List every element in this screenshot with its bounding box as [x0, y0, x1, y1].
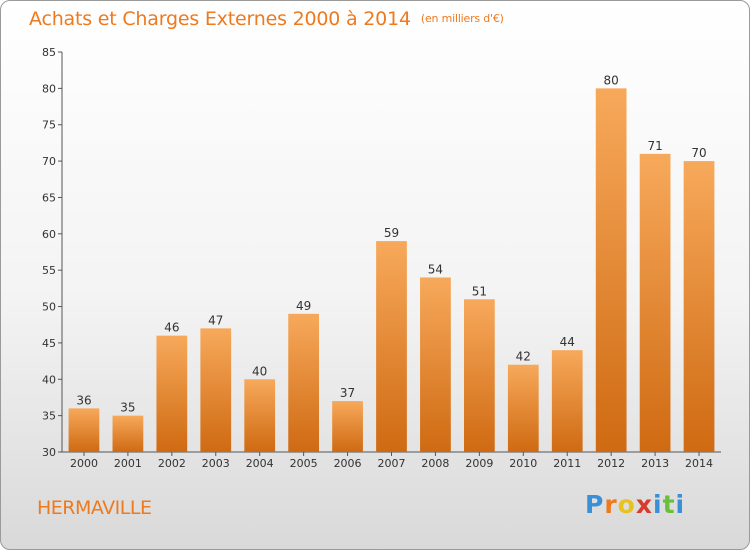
chart-title: Achats et Charges Externes 2000 à 2014 (e… — [29, 8, 504, 30]
x-tick-label: 2010 — [509, 457, 537, 470]
y-tick-label: 60 — [42, 228, 56, 241]
y-tick-label: 55 — [42, 264, 56, 277]
bar-2000 — [68, 408, 100, 452]
data-label: 54 — [428, 262, 443, 276]
bar-2007 — [376, 241, 407, 452]
bar-2005 — [288, 313, 320, 452]
chart-title-text: Achats et Charges Externes 2000 à 2014 — [29, 8, 411, 30]
bar-2013 — [639, 153, 671, 452]
y-tick-label: 75 — [42, 119, 56, 132]
x-tick-label: 2014 — [685, 457, 713, 470]
x-tick-label: 2001 — [114, 457, 142, 470]
y-tick-label: 50 — [42, 301, 56, 314]
logo-letter: i — [675, 490, 686, 519]
data-label: 70 — [691, 146, 706, 160]
data-label: 71 — [647, 139, 662, 153]
x-tick-label: 2008 — [421, 457, 449, 470]
bar-2014 — [683, 161, 715, 452]
data-label: 37 — [340, 386, 355, 400]
data-label: 46 — [164, 321, 179, 335]
data-label: 35 — [120, 401, 135, 415]
chart-subtitle: (en milliers d'€) — [420, 12, 504, 25]
bar-2012 — [595, 88, 627, 452]
data-label: 40 — [252, 364, 267, 378]
logo-letter: P — [585, 490, 605, 519]
data-label: 44 — [560, 335, 575, 349]
logo-letter: r — [604, 490, 618, 519]
bar-2008 — [420, 277, 451, 452]
logo-letter: x — [635, 490, 653, 519]
chart-labels: 2000 36 2001 35 2002 46 2003 47 2004 40 2005 49 2006… — [70, 73, 713, 470]
bar-2009 — [463, 299, 495, 452]
x-tick-label: 2000 — [70, 457, 98, 470]
bar-2011 — [551, 350, 583, 452]
x-tick-label: 2002 — [158, 457, 186, 470]
y-tick-label: 30 — [42, 446, 56, 459]
y-tick-label: 85 — [42, 46, 56, 59]
y-tick-label: 70 — [42, 155, 56, 168]
y-tick-label: 35 — [42, 410, 56, 423]
proxiti-logo: Proxiti — [585, 490, 685, 519]
x-tick-label: 2011 — [553, 457, 581, 470]
data-label: 36 — [76, 393, 91, 407]
data-label: 80 — [604, 73, 619, 87]
x-tick-label: 2013 — [641, 457, 669, 470]
bar-2001 — [112, 415, 144, 452]
bar-2006 — [332, 401, 363, 452]
x-tick-label: 2009 — [465, 457, 493, 470]
data-label: 49 — [296, 299, 311, 313]
data-label: 42 — [516, 350, 531, 364]
x-tick-label: 2012 — [597, 457, 625, 470]
bar-2010 — [507, 364, 539, 452]
logo-letter: i — [653, 490, 663, 519]
bar-2003 — [200, 328, 232, 452]
bar-2004 — [244, 379, 276, 452]
x-tick-label: 2005 — [290, 457, 318, 470]
logo-letter: o — [617, 490, 636, 519]
y-tick-label: 45 — [42, 337, 56, 350]
y-tick-label: 40 — [42, 373, 56, 386]
data-label: 51 — [472, 284, 487, 298]
y-tick-label: 80 — [42, 82, 56, 95]
x-tick-label: 2007 — [378, 457, 406, 470]
town-name: HERMAVILLE — [37, 497, 152, 519]
y-tick-label: 65 — [42, 191, 56, 204]
data-label: 47 — [208, 313, 223, 327]
x-tick-label: 2003 — [202, 457, 230, 470]
chart-bars — [68, 88, 715, 452]
bar-2002 — [156, 335, 188, 452]
logo-letter: t — [662, 490, 676, 519]
data-label: 59 — [384, 226, 399, 240]
x-tick-label: 2004 — [246, 457, 274, 470]
x-tick-label: 2006 — [334, 457, 362, 470]
